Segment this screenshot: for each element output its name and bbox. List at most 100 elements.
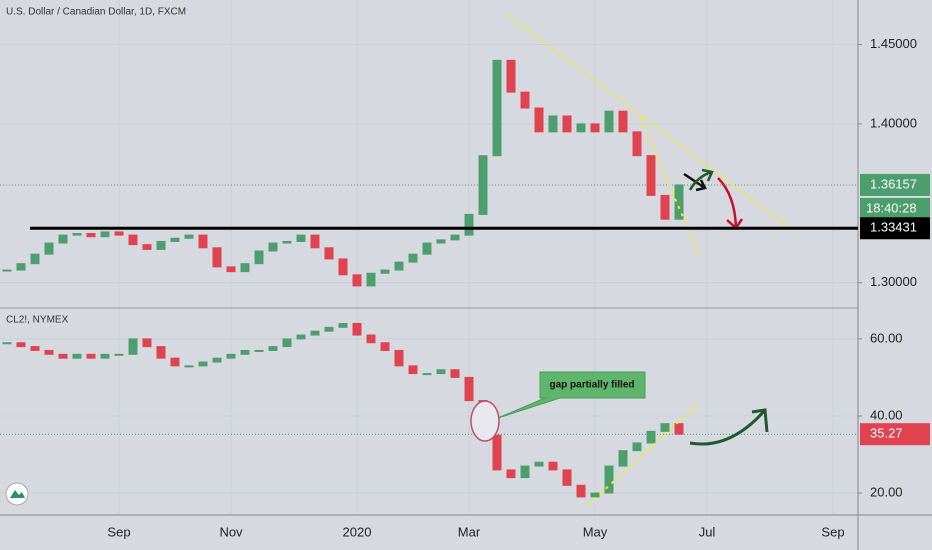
- candle: [408, 365, 418, 375]
- candle: [590, 492, 600, 498]
- x-tick-label: May: [583, 524, 608, 539]
- candle: [506, 59, 516, 93]
- level-label: 1.33431: [870, 220, 917, 235]
- candle: [58, 234, 68, 244]
- candle: [646, 155, 656, 196]
- candle: [548, 461, 558, 471]
- candle: [268, 242, 278, 252]
- candle: [674, 184, 684, 220]
- candle: [58, 353, 68, 359]
- candle: [562, 115, 572, 133]
- candle: [72, 233, 82, 236]
- candle: [226, 266, 236, 273]
- candle: [142, 338, 152, 348]
- candle: [212, 247, 222, 268]
- candle: [338, 258, 348, 276]
- candle: [604, 110, 614, 133]
- candle: [142, 244, 152, 250]
- pane-title: U.S. Dollar / Canadian Dollar, 1D, FXCM: [6, 7, 186, 18]
- arrow: [689, 408, 769, 446]
- callout-text: gap partially filled: [549, 380, 634, 391]
- candle: [464, 213, 474, 236]
- candle: [590, 123, 600, 133]
- candle: [240, 263, 250, 273]
- candle: [2, 342, 12, 345]
- candle: [576, 123, 586, 133]
- callout-box: [497, 371, 646, 419]
- candle: [534, 107, 544, 133]
- candle: [16, 263, 26, 271]
- candle: [380, 269, 390, 274]
- candle: [352, 322, 362, 336]
- candle: [324, 326, 334, 332]
- candle: [464, 376, 474, 402]
- candle: [478, 155, 488, 215]
- candle: [394, 349, 404, 367]
- candle: [380, 342, 390, 351]
- arrow: [683, 172, 707, 192]
- price-label: 1.36157: [870, 176, 917, 191]
- candle: [324, 247, 334, 260]
- candle: [618, 450, 628, 467]
- ellipse: [470, 400, 500, 442]
- price-box: [860, 173, 930, 196]
- candle: [72, 353, 82, 359]
- candle: [408, 253, 418, 263]
- candle: [16, 342, 26, 348]
- y-tick-label: 20.00: [870, 484, 903, 499]
- candle: [506, 469, 516, 479]
- candle: [352, 274, 362, 287]
- candle: [450, 369, 460, 378]
- candle: [534, 461, 544, 467]
- candle: [268, 346, 278, 351]
- candle: [86, 353, 96, 359]
- y-tick-label: 40.00: [870, 407, 903, 422]
- candle: [562, 469, 572, 486]
- candle: [86, 233, 96, 238]
- x-tick-label: Sep: [107, 524, 130, 539]
- countdown-box: [860, 197, 930, 220]
- candle: [492, 434, 502, 471]
- candle: [128, 338, 138, 355]
- candle: [156, 240, 166, 250]
- trendline: [587, 401, 701, 506]
- y-tick-label: 1.40000: [870, 115, 917, 130]
- candle: [114, 353, 124, 356]
- candle: [296, 334, 306, 340]
- arrow: [688, 168, 714, 191]
- candle: [660, 423, 670, 432]
- candle: [422, 373, 432, 376]
- candle: [604, 465, 614, 494]
- candle: [436, 369, 446, 375]
- candle: [114, 231, 124, 236]
- candle: [212, 357, 222, 363]
- price-label: 35.27: [870, 426, 903, 441]
- candle: [674, 423, 684, 435]
- candle: [660, 194, 670, 220]
- candle: [254, 250, 264, 265]
- candle: [436, 239, 446, 244]
- trendline: [639, 117, 701, 257]
- candle: [492, 59, 502, 157]
- x-tick-label: Sep: [821, 524, 844, 539]
- candle: [100, 231, 110, 238]
- candle: [156, 346, 166, 359]
- candle: [128, 234, 138, 246]
- candle: [170, 357, 180, 367]
- candle: [646, 430, 656, 444]
- y-tick-label: 1.45000: [870, 36, 917, 51]
- candle: [632, 131, 642, 157]
- candle: [44, 242, 54, 255]
- candle: [520, 465, 530, 479]
- candle: [100, 353, 110, 359]
- candle: [184, 365, 194, 368]
- candle: [198, 234, 208, 249]
- candle: [632, 442, 642, 452]
- x-tick-label: Jul: [699, 524, 716, 539]
- candle: [240, 349, 250, 355]
- candle: [254, 349, 264, 352]
- candle: [296, 234, 306, 242]
- candle: [226, 353, 236, 359]
